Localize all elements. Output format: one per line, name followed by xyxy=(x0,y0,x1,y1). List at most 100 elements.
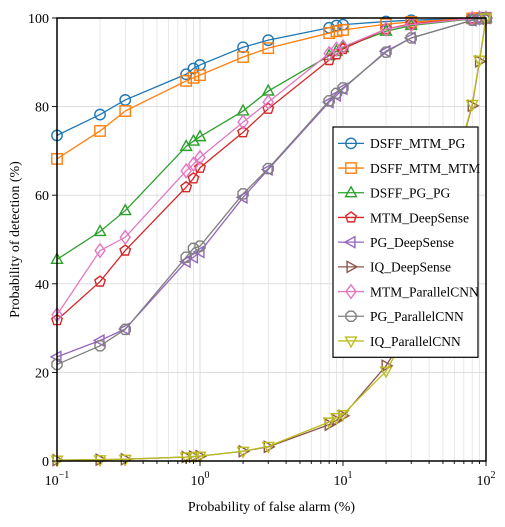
data-point xyxy=(237,114,249,131)
data-point xyxy=(337,38,349,55)
data-point xyxy=(405,32,417,44)
data-point xyxy=(322,417,336,430)
data-point xyxy=(49,350,62,364)
data-point xyxy=(187,71,200,84)
data-point xyxy=(405,16,418,33)
data-point xyxy=(380,21,392,38)
data-point xyxy=(194,149,206,166)
y-tick-label: 20 xyxy=(35,366,49,381)
data-point xyxy=(119,105,132,117)
legend-item: DSFF_MTM_PG xyxy=(338,136,466,151)
data-point xyxy=(336,409,350,422)
series-line xyxy=(56,17,486,260)
legend-item: DSFF_PG_PG xyxy=(338,185,451,201)
data-point xyxy=(94,275,107,287)
data-point xyxy=(262,94,275,111)
legend-label: DSFF_MTM_PG xyxy=(370,136,466,151)
series-mtm-parallelcnn xyxy=(51,10,492,323)
data-point xyxy=(194,240,206,252)
data-point xyxy=(186,451,201,464)
data-point xyxy=(94,125,106,137)
x-tick-label: 10−1 xyxy=(45,470,70,489)
legend-marker xyxy=(345,137,357,150)
data-point xyxy=(237,125,250,138)
data-point xyxy=(180,180,193,193)
legend-item: DSFF_MTM_MTM xyxy=(338,161,480,176)
data-point xyxy=(187,62,200,75)
data-point xyxy=(337,24,349,36)
data-point xyxy=(260,162,273,177)
legend-item: IQ_ParallelCNN xyxy=(338,334,461,349)
legend-item: PG_ParallelCNN xyxy=(338,309,464,324)
legend-label: DSFF_PG_PG xyxy=(370,186,451,201)
data-point xyxy=(180,162,192,179)
data-point xyxy=(92,333,105,348)
legend-label: PG_ParallelCNN xyxy=(370,309,464,324)
data-point xyxy=(193,129,207,142)
legend-marker xyxy=(345,283,357,300)
data-point xyxy=(323,27,336,39)
data-point xyxy=(262,102,275,114)
data-point xyxy=(187,172,200,184)
data-point xyxy=(479,13,493,26)
ticks: 10−1 100 101 102 0 20 40 60 80 100 xyxy=(28,12,496,489)
data-point xyxy=(261,441,275,454)
data-point xyxy=(330,25,343,38)
legend-label: IQ_ParallelCNN xyxy=(370,334,461,349)
data-point xyxy=(472,55,487,68)
data-point xyxy=(193,161,207,173)
x-tick-label: 101 xyxy=(334,470,353,489)
series-dsff-mtm-pg xyxy=(51,12,492,142)
data-point xyxy=(119,229,132,246)
legend-label: PG_DeepSense xyxy=(370,235,454,250)
data-point xyxy=(117,322,130,336)
data-point xyxy=(403,31,416,45)
data-point xyxy=(236,446,250,459)
data-point xyxy=(179,452,193,465)
data-point xyxy=(380,46,392,58)
series-line xyxy=(56,17,487,366)
data-point xyxy=(380,22,393,35)
series-line xyxy=(56,17,486,316)
data-point xyxy=(465,99,479,112)
series-line xyxy=(56,17,486,160)
data-point xyxy=(378,44,391,58)
data-point xyxy=(330,41,343,57)
legend-item: PG_DeepSense xyxy=(338,235,454,250)
data-point xyxy=(187,156,200,173)
data-point xyxy=(379,366,393,379)
legend-marker xyxy=(346,260,359,274)
data-point xyxy=(193,451,207,464)
data-point xyxy=(187,242,200,255)
data-point xyxy=(180,68,193,81)
y-tick-label: 0 xyxy=(42,455,49,470)
data-point xyxy=(321,95,334,109)
x-tick-label: 102 xyxy=(477,470,496,489)
data-point xyxy=(93,224,107,237)
x-tick-label: 100 xyxy=(191,470,210,489)
plot-frame xyxy=(56,17,487,462)
legend: DSFF_MTM_PG DSFF_MTM_MTM DSFF_PG_PG MTM_Dee… xyxy=(332,126,480,358)
data-point xyxy=(94,108,106,121)
data-point xyxy=(262,162,274,175)
data-point xyxy=(237,51,249,63)
data-point xyxy=(262,34,275,47)
data-point xyxy=(337,82,349,94)
y-axis-label: Probability of detection (%) xyxy=(8,161,23,318)
legend-item: MTM_DeepSense xyxy=(338,210,469,225)
legend-item: MTM_ParallelCNN xyxy=(338,283,479,300)
data-point xyxy=(119,323,131,336)
legend-item: IQ_DeepSense xyxy=(338,260,451,275)
data-point xyxy=(118,203,132,216)
legend-marker xyxy=(344,336,358,349)
series-line xyxy=(56,17,486,136)
y-tick-label: 60 xyxy=(35,189,49,204)
data-point xyxy=(237,188,249,200)
legend-label: IQ_DeepSense xyxy=(370,260,451,275)
y-tick-label: 80 xyxy=(35,101,49,116)
data-point xyxy=(119,244,132,256)
data-point xyxy=(186,250,199,264)
legend-marker xyxy=(344,185,358,198)
legend-label: MTM_DeepSense xyxy=(370,210,469,225)
